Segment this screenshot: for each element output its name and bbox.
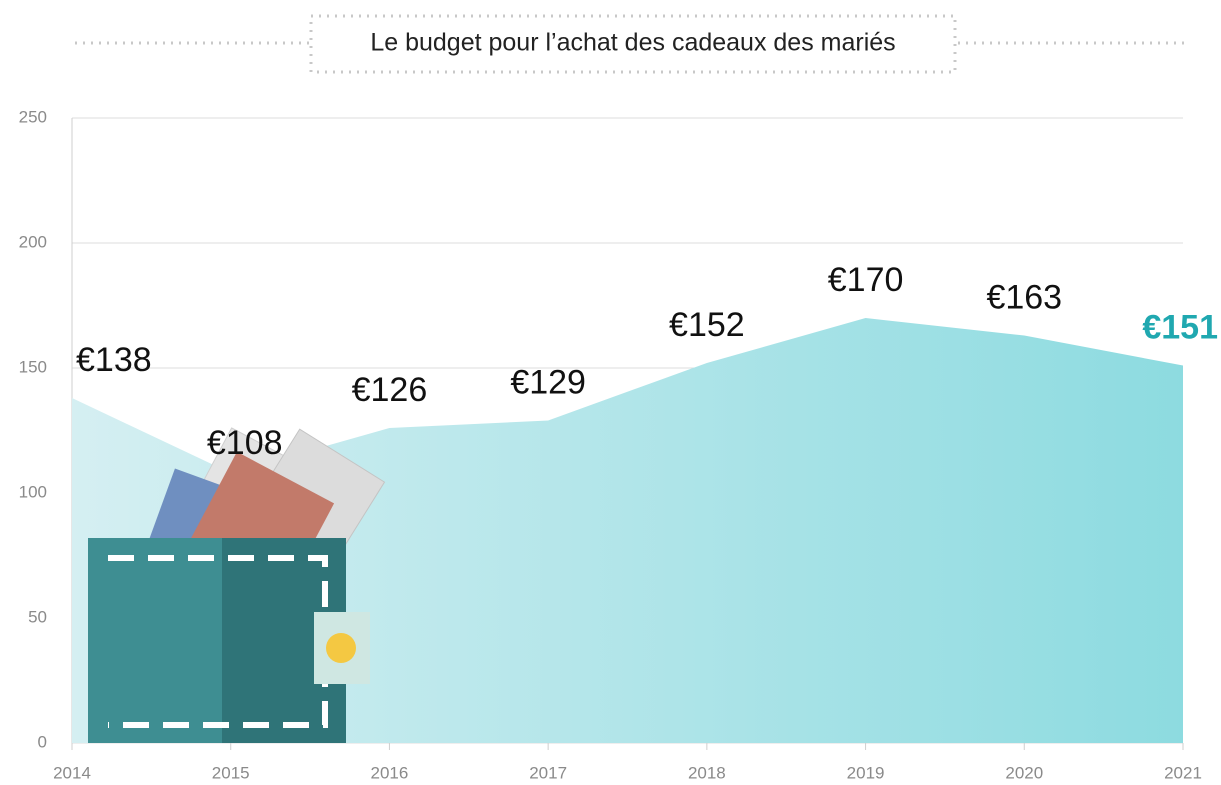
x-tick-label: 2019 xyxy=(847,763,885,782)
y-tick-label: 200 xyxy=(19,232,47,251)
x-tick-label: 2021 xyxy=(1164,763,1202,782)
value-label: €152 xyxy=(669,306,745,344)
value-label: €151 xyxy=(1142,308,1218,346)
x-tick-label: 2015 xyxy=(212,763,250,782)
value-label: €108 xyxy=(207,424,283,462)
value-label: €129 xyxy=(510,363,586,401)
x-tick-label: 2017 xyxy=(529,763,567,782)
chart-title: Le budget pour l’achat des cadeaux des m… xyxy=(370,29,895,57)
x-tick-label: 2016 xyxy=(371,763,409,782)
x-tick-label: 2018 xyxy=(688,763,726,782)
value-label: €170 xyxy=(828,261,904,299)
y-tick-label: 100 xyxy=(19,482,47,501)
value-label: €163 xyxy=(986,278,1062,316)
x-tick-label: 2014 xyxy=(53,763,91,782)
y-tick-label: 250 xyxy=(19,107,47,126)
chart: 0 50 100 150 200 250 2014 2015 2016 2017 2018 2019 2… xyxy=(0,0,1221,785)
value-label: €126 xyxy=(352,371,428,409)
value-label: €138 xyxy=(76,341,152,379)
x-tick-label: 2020 xyxy=(1005,763,1043,782)
y-tick-label: 0 xyxy=(38,732,47,751)
y-tick-label: 150 xyxy=(19,357,47,376)
y-tick-label: 50 xyxy=(28,607,47,626)
